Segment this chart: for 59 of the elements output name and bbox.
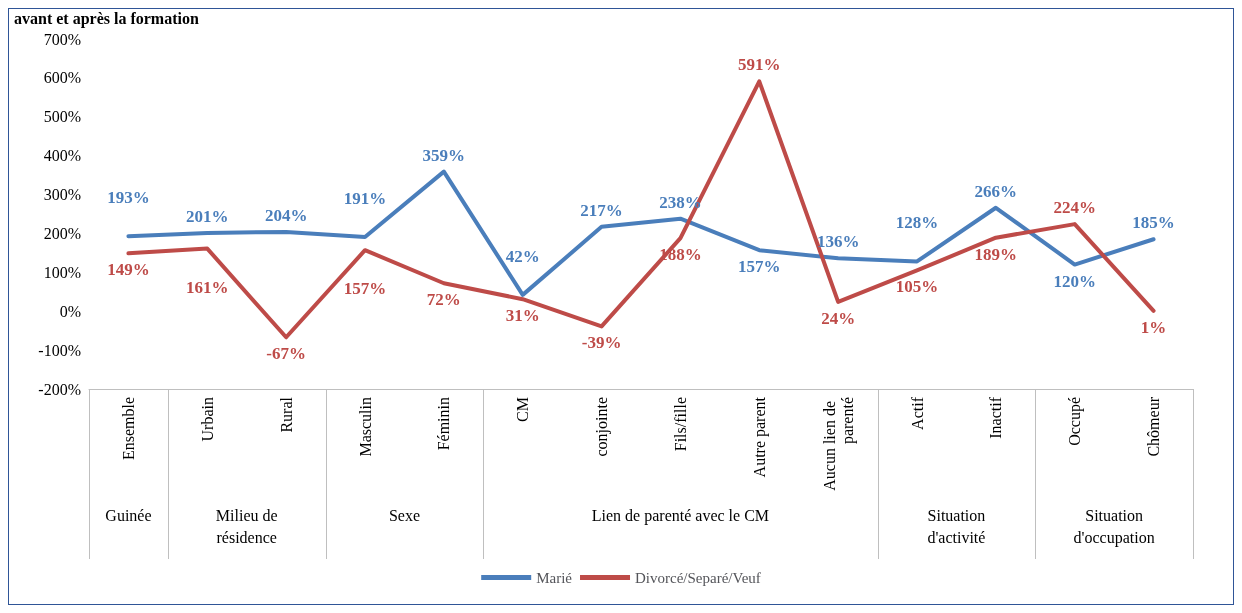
x-tick-label: Urbain	[198, 397, 216, 442]
x-tick-label: Autre parent	[750, 396, 769, 478]
x-tick-label: Ensemble	[119, 397, 137, 461]
data-label: 217%	[580, 200, 623, 220]
x-tick-label: Inactif	[987, 396, 1005, 439]
y-tick-label: 100%	[43, 263, 81, 281]
x-tick-label: Aucun lien de parenté	[820, 397, 857, 491]
x-tick-label: Fils/fille	[671, 397, 689, 452]
data-label: 120%	[1053, 271, 1096, 291]
data-label: 136%	[816, 232, 860, 252]
x-tick-label: Actif	[908, 396, 926, 430]
data-label: 591%	[738, 55, 781, 75]
x-tick-label: Masculin	[356, 397, 374, 457]
data-label: 157%	[738, 257, 781, 277]
data-label: 105%	[895, 277, 939, 297]
data-label: 161%	[186, 277, 229, 297]
text: Situation d'occupation	[1073, 506, 1155, 547]
legend-label: Marié	[536, 569, 573, 586]
data-label: 266%	[974, 181, 1018, 201]
y-tick-label: 200%	[43, 224, 81, 242]
data-label: 189%	[974, 244, 1018, 264]
x-tick-label: Chômeur	[1145, 396, 1163, 457]
x-tick-label: Rural	[277, 396, 295, 433]
data-label: 157%	[343, 279, 387, 299]
chart-title: avant et après la formation	[14, 9, 199, 28]
y-tick-label: 0%	[59, 302, 81, 320]
data-label: 149%	[107, 260, 150, 280]
y-tick-label: -200%	[38, 380, 81, 398]
y-tick-label: -100%	[38, 341, 81, 359]
text: Guinée	[105, 506, 152, 524]
data-label: 204%	[264, 205, 308, 225]
y-tick-label: 700%	[43, 30, 81, 48]
data-label: 42%	[505, 246, 540, 266]
data-label: 1%	[1140, 317, 1167, 337]
data-label: 359%	[422, 145, 466, 165]
data-label: 224%	[1053, 198, 1096, 218]
data-label: 72%	[426, 290, 461, 310]
text: Milieu de résidence	[215, 506, 278, 546]
x-tick-label: CM	[514, 397, 532, 422]
text: Sexe	[388, 506, 420, 524]
data-label: 31%	[505, 306, 540, 326]
data-label: 193%	[107, 188, 150, 208]
data-label: 185%	[1132, 213, 1175, 233]
y-tick-label: 300%	[43, 186, 81, 204]
data-label: -67%	[266, 344, 306, 364]
data-label: 24%	[821, 308, 856, 328]
text: Situation d'activité	[927, 506, 986, 546]
data-label: 128%	[895, 213, 939, 233]
y-tick-label: 400%	[43, 147, 81, 165]
legend-label: Divorcé/Separé/Veuf	[635, 569, 761, 586]
x-tick-label: Occupé	[1066, 397, 1085, 446]
data-label: -39%	[581, 333, 622, 353]
data-label: 201%	[186, 207, 229, 227]
y-tick-label: 500%	[43, 108, 81, 126]
x-tick-label: conjointe	[593, 397, 612, 457]
x-tick-label: Féminin	[435, 397, 453, 451]
text: Lien de parenté avec le CM	[591, 506, 770, 525]
data-label: 191%	[343, 188, 387, 208]
y-tick-label: 600%	[43, 69, 81, 87]
